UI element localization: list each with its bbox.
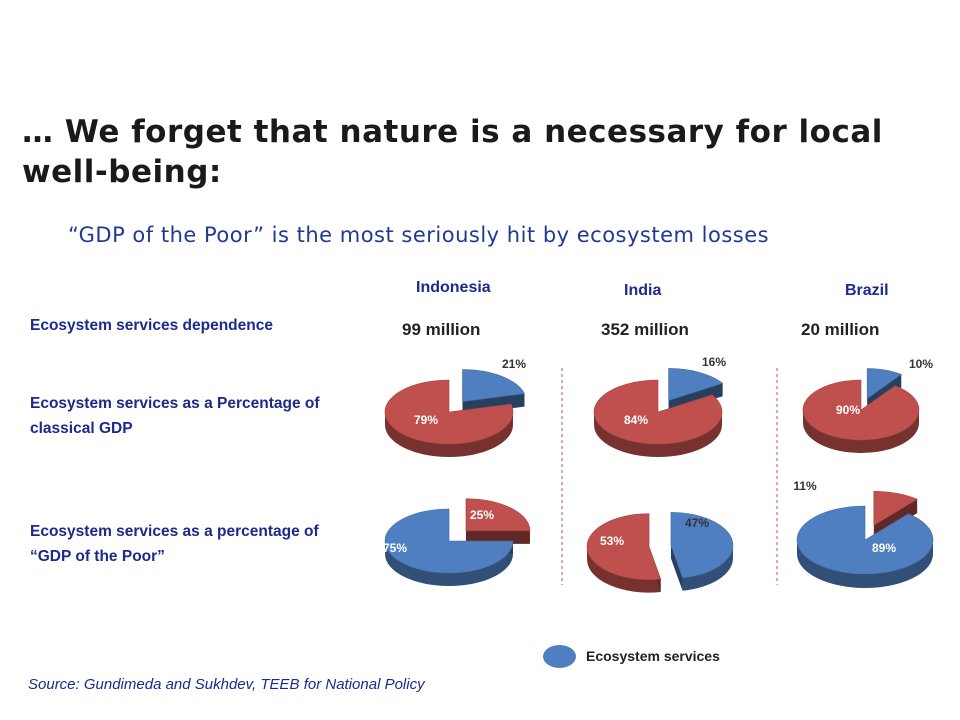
pie-slice-other xyxy=(802,379,920,453)
pie-chart-india-classical-gdp: 16% 84% xyxy=(593,355,726,457)
pie-chart-indonesia-classical-gdp: 21% 79% xyxy=(384,357,526,457)
pie-slice-other xyxy=(593,379,723,457)
pie-slice-other xyxy=(384,379,514,457)
slice-label: 75% xyxy=(383,541,407,555)
slice-label: 10% xyxy=(909,357,933,371)
slice-label: 16% xyxy=(702,355,726,369)
pie-slice-ecosystem xyxy=(384,508,514,586)
slice-label: 53% xyxy=(600,534,624,548)
row-label-gdp-poor-line2: “GDP of the Poor” xyxy=(30,548,165,565)
country-label-india: India xyxy=(624,282,662,299)
slice-label: 47% xyxy=(685,516,709,530)
row-label-classical-gdp-line1: Ecosystem services as a Percentage of xyxy=(30,395,320,412)
row-label-classical-gdp-line2: classical GDP xyxy=(30,420,133,437)
slice-label: 89% xyxy=(872,541,896,555)
page-subtitle: “GDP of the Poor” is the most seriously … xyxy=(68,223,770,247)
slice-label: 84% xyxy=(624,413,648,427)
pie-slice-other xyxy=(586,513,662,593)
slice-label: 11% xyxy=(793,479,817,493)
row-label-dependence: Ecosystem services dependence xyxy=(30,317,273,334)
population-india: 352 million xyxy=(601,320,689,339)
slice-label: 79% xyxy=(414,413,438,427)
country-label-brazil: Brazil xyxy=(845,282,889,299)
row-label-classical-gdp: Ecosystem services as a Percentage of cl… xyxy=(30,391,320,441)
pie-chart-indonesia-gdp-of-the-poor: 75% 25% xyxy=(383,498,531,586)
population-brazil: 20 million xyxy=(801,320,880,339)
pie-slice-ecosystem xyxy=(670,512,734,591)
legend-label: Ecosystem services xyxy=(586,648,720,664)
slice-label: 21% xyxy=(502,357,526,371)
country-label-indonesia: Indonesia xyxy=(416,279,491,296)
pie-slice-ecosystem xyxy=(796,505,934,588)
row-label-gdp-poor: Ecosystem services as a percentage of “G… xyxy=(30,519,319,569)
slice-label: 90% xyxy=(836,403,860,417)
row-label-gdp-poor-line1: Ecosystem services as a percentage of xyxy=(30,523,319,540)
pie-chart-brazil-classical-gdp: 10% 90% xyxy=(802,357,933,453)
population-indonesia: 99 million xyxy=(402,320,481,339)
source-note: Source: Gundimeda and Sukhdev, TEEB for … xyxy=(28,676,425,693)
slice-label: 25% xyxy=(470,508,494,522)
page-title: … We forget that nature is a necessary f… xyxy=(22,114,883,190)
legend-swatch xyxy=(543,645,576,668)
pie-chart-india-gdp-of-the-poor: 47% 53% xyxy=(586,512,734,593)
pie-slice-other xyxy=(465,498,531,544)
pie-chart-brazil-gdp-of-the-poor: 89% 11% xyxy=(793,479,934,588)
